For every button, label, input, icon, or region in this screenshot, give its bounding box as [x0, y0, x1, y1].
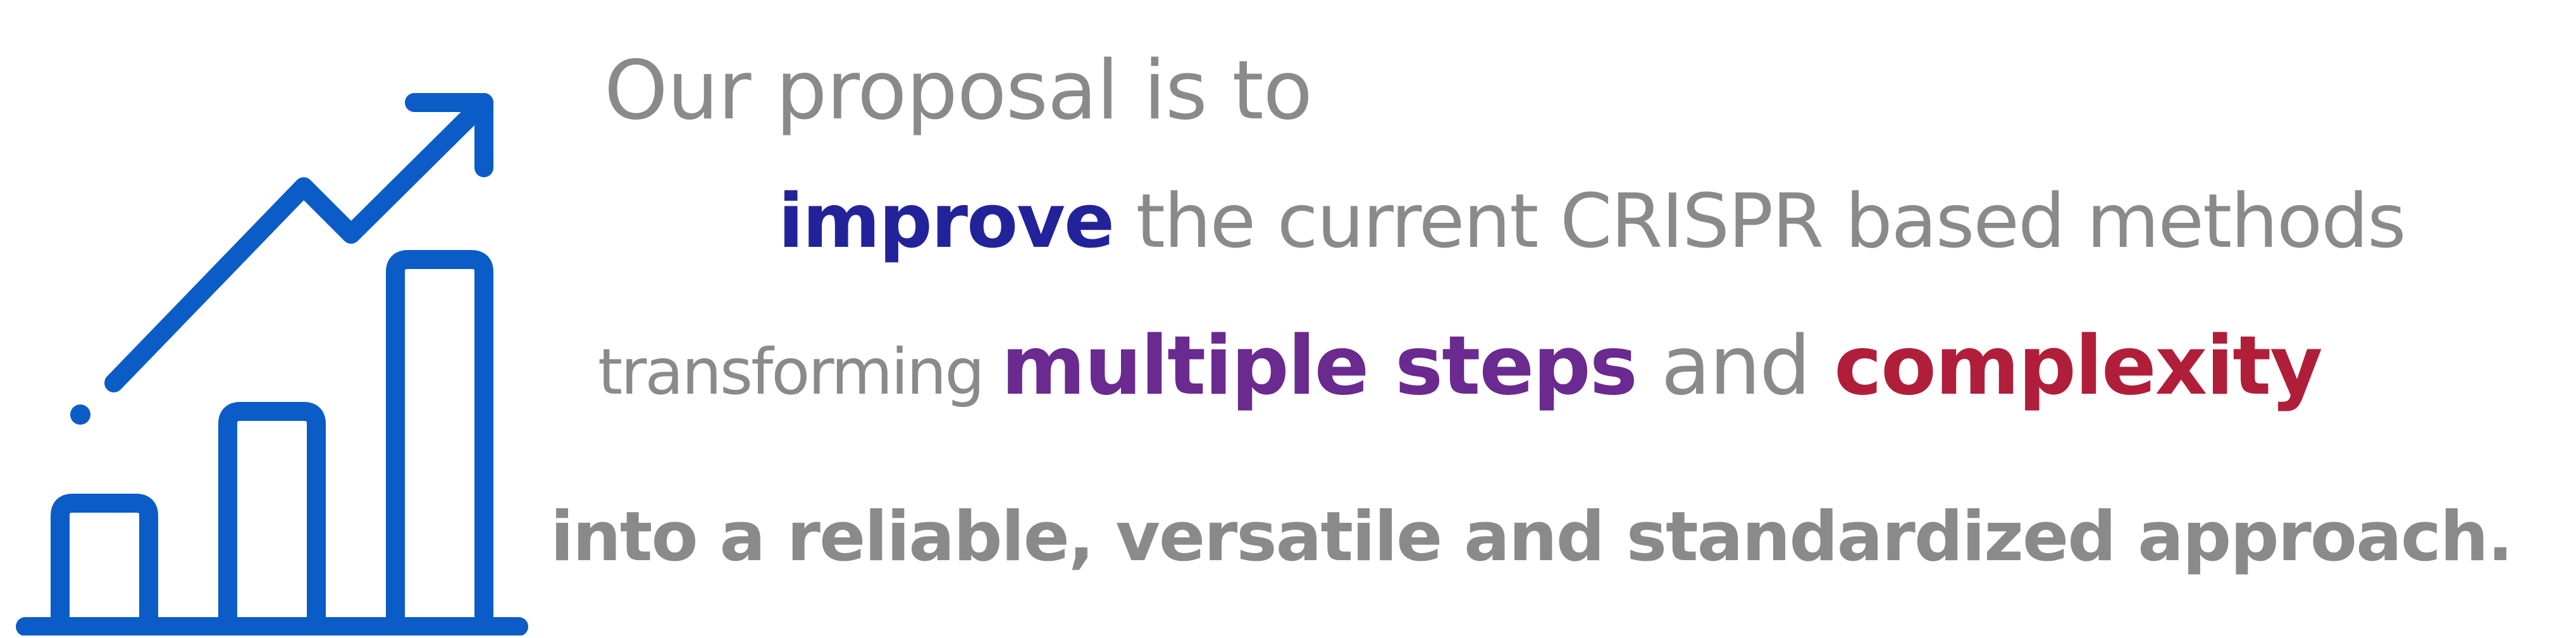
bar-medium	[218, 402, 326, 633]
transform-line: transforming multiple steps and complexi…	[598, 326, 2323, 409]
complexity-emphasis: complexity	[1834, 319, 2323, 413]
transform-lead: transforming	[598, 335, 1001, 409]
improve-line: improve the current CRISPR based methods	[778, 184, 2406, 258]
approach-text: into a reliable, versatile and standardi…	[550, 497, 2513, 577]
and-text: and	[1636, 319, 1835, 413]
multiple-steps-emphasis: multiple steps	[1001, 319, 1638, 413]
bar-short	[51, 494, 158, 633]
arrow-head	[405, 93, 493, 177]
trend-line	[104, 93, 493, 392]
intro-line: Our proposal is to	[604, 51, 1313, 132]
bar-tall	[386, 250, 493, 633]
growth-chart-icon	[0, 0, 544, 636]
approach-line: into a reliable, versatile and standardi…	[550, 503, 2513, 572]
intro-text: Our proposal is to	[604, 44, 1313, 138]
trend-dot	[70, 404, 90, 425]
improve-rest: the current CRISPR based methods	[1113, 177, 2406, 265]
improve-emphasis: improve	[778, 177, 1115, 265]
